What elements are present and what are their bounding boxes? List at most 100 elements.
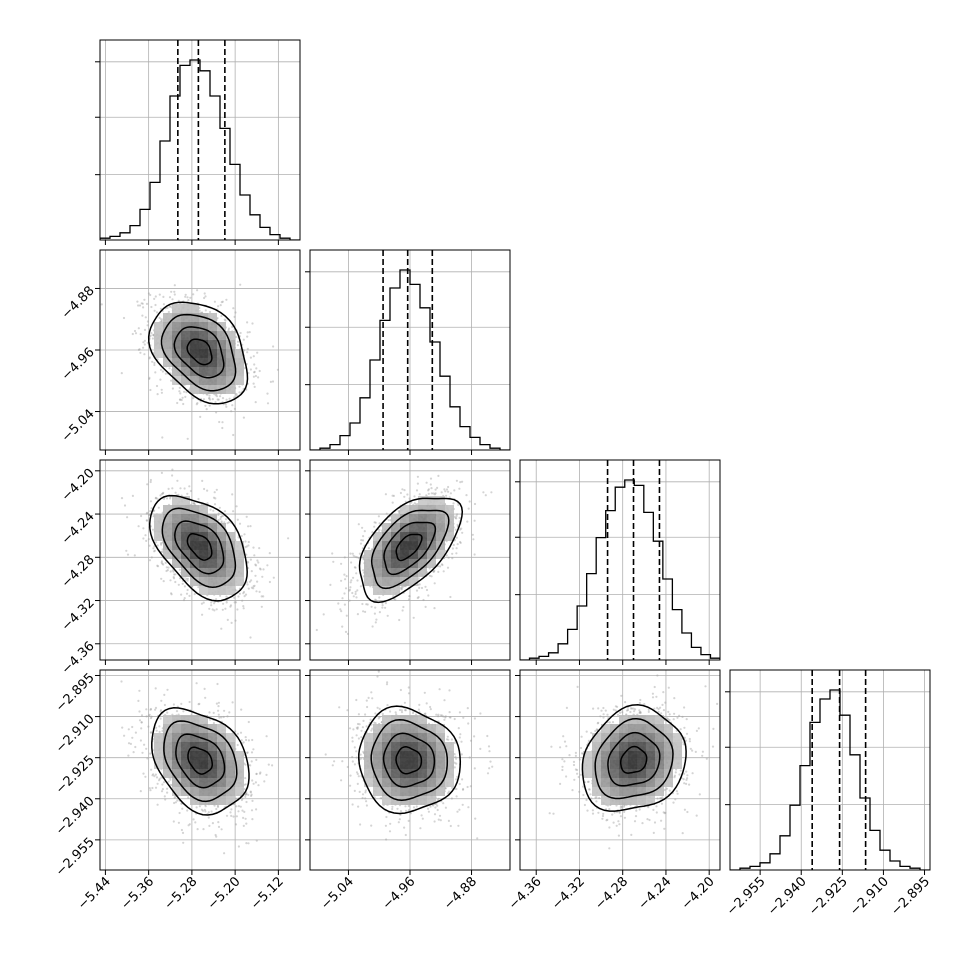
- scatter-point: [160, 776, 163, 779]
- density-cell: [364, 568, 373, 577]
- scatter-point: [165, 566, 168, 569]
- histogram-bars: [520, 479, 720, 660]
- scatter-point: [167, 310, 170, 314]
- scatter-point: [220, 716, 223, 719]
- scatter-point: [154, 708, 157, 711]
- scatter-point: [170, 379, 173, 382]
- scatter-point: [252, 748, 255, 751]
- scatter-point: [276, 368, 279, 371]
- scatter-point: [357, 523, 360, 526]
- scatter-point: [237, 595, 240, 598]
- contour-panel: −5.04−4.96−4.88: [59, 249, 301, 455]
- scatter-point: [153, 309, 156, 312]
- scatter-point: [392, 595, 395, 598]
- scatter-point: [155, 311, 159, 314]
- density-cell: [181, 313, 190, 322]
- scatter-point: [215, 411, 218, 414]
- scatter-point: [178, 398, 182, 401]
- scatter-point: [251, 738, 254, 742]
- scatter-point: [156, 497, 159, 500]
- scatter-point: [146, 483, 149, 486]
- density-cell: [217, 331, 226, 340]
- scatter-point: [217, 398, 220, 401]
- scatter-point: [247, 561, 250, 564]
- density-cell: [226, 367, 235, 376]
- density-cell: [409, 568, 418, 577]
- scatter-point: [437, 570, 440, 574]
- scatter-point: [242, 605, 245, 608]
- scatter-point: [361, 526, 364, 529]
- scatter-point: [204, 805, 207, 808]
- density-cell: [226, 577, 235, 586]
- density-cell: [154, 349, 163, 358]
- scatter-layer: [315, 460, 493, 636]
- scatter-point: [344, 578, 347, 581]
- scatter-point: [155, 541, 158, 544]
- density-cell: [190, 385, 199, 394]
- density-cell: [199, 559, 208, 568]
- scatter-point: [181, 396, 184, 399]
- density-cell: [226, 586, 235, 595]
- scatter-point: [407, 598, 411, 601]
- scatter-point: [455, 552, 458, 555]
- scatter-point: [241, 599, 244, 602]
- scatter-point: [147, 513, 151, 517]
- density-cell: [181, 523, 190, 532]
- scatter-point: [445, 494, 448, 497]
- scatter-point: [151, 337, 154, 340]
- density-cell: [235, 358, 244, 367]
- scatter-point: [455, 517, 458, 520]
- density-cell: [208, 322, 217, 331]
- density-cell: [373, 586, 382, 595]
- scatter-point: [144, 534, 147, 537]
- scatter-point: [170, 593, 173, 596]
- scatter-point: [160, 318, 163, 321]
- scatter-point: [230, 621, 233, 625]
- density-cell: [190, 577, 199, 586]
- density-cell: [235, 376, 244, 385]
- density-cell: [400, 541, 409, 550]
- density-cell: [226, 376, 235, 385]
- scatter-point: [247, 544, 250, 547]
- scatter-point: [152, 333, 155, 336]
- scatter-point: [169, 778, 172, 781]
- scatter-point: [341, 625, 344, 628]
- scatter-point: [400, 585, 403, 589]
- scatter-point: [362, 610, 365, 613]
- scatter-point: [144, 316, 147, 319]
- scatter-point: [215, 807, 218, 811]
- scatter-point: [127, 754, 130, 757]
- scatter-point: [448, 496, 451, 499]
- scatter-point: [244, 795, 247, 799]
- scatter-point: [216, 805, 220, 809]
- scatter-point: [187, 299, 190, 302]
- scatter-point: [169, 570, 172, 573]
- density-cell: [418, 541, 427, 550]
- scatter-point: [127, 728, 130, 731]
- scatter-point: [177, 583, 180, 586]
- scatter-point: [216, 398, 219, 401]
- density-cell: [172, 304, 181, 313]
- scatter-point: [145, 519, 148, 522]
- scatter-point: [137, 699, 140, 703]
- scatter-point: [210, 604, 213, 607]
- scatter-point: [133, 329, 137, 333]
- scatter-layer: [120, 680, 274, 855]
- scatter-point: [374, 598, 377, 601]
- scatter-point: [208, 404, 211, 407]
- density-cell: [427, 532, 436, 541]
- scatter-point: [255, 367, 258, 370]
- scatter-point: [242, 824, 245, 828]
- histogram-bars: [310, 269, 510, 450]
- density-cell: [391, 586, 400, 595]
- density-cell: [172, 514, 181, 523]
- scatter-point: [169, 497, 172, 500]
- density-cell: [199, 349, 208, 358]
- contour-line: [186, 338, 213, 366]
- scatter-point: [204, 309, 207, 312]
- scatter-point: [150, 556, 153, 559]
- scatter-point: [120, 497, 124, 500]
- scatter-point: [249, 558, 252, 561]
- scatter-point: [162, 580, 165, 583]
- scatter-point: [158, 730, 161, 734]
